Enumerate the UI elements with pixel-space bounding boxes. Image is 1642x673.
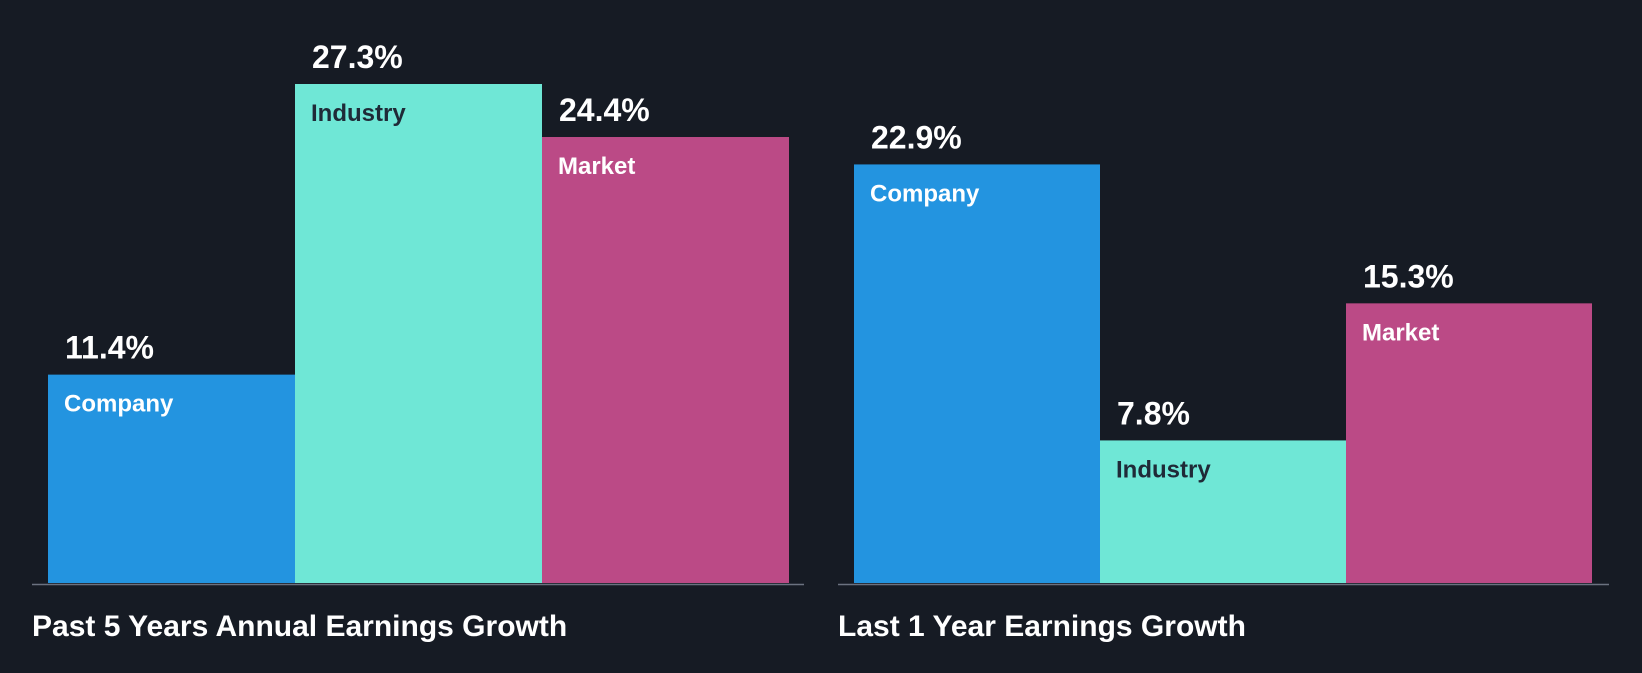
value-label-company: 11.4% [65, 330, 154, 366]
category-label-market: Market [558, 153, 635, 180]
value-label-market: 15.3% [1363, 258, 1454, 294]
chart-panel-1: 11.4% Company 27.3% Industry 24.4% Market Past… [32, 39, 804, 643]
bar-industry [295, 84, 542, 583]
bar-company [48, 374, 295, 583]
chart-title: Last 1 Year Earnings Growth [838, 610, 1246, 643]
bar-market [542, 137, 789, 583]
category-label-company: Company [870, 180, 980, 207]
value-label-market: 24.4% [559, 92, 650, 128]
value-label-industry: 27.3% [312, 39, 403, 75]
category-label-market: Market [1362, 319, 1439, 346]
bar-industry [1100, 440, 1346, 583]
chart-title: Past 5 Years Annual Earnings Growth [32, 610, 567, 643]
category-label-industry: Industry [1116, 456, 1211, 483]
bar-market [1346, 303, 1592, 583]
bar-company [854, 164, 1100, 583]
category-label-company: Company [64, 391, 174, 418]
value-label-industry: 7.8% [1117, 395, 1190, 431]
value-label-company: 22.9% [871, 119, 962, 155]
category-label-industry: Industry [311, 100, 406, 127]
chart-panel-2: 22.9% Company 7.8% Industry 15.3% Market Last … [838, 119, 1609, 643]
